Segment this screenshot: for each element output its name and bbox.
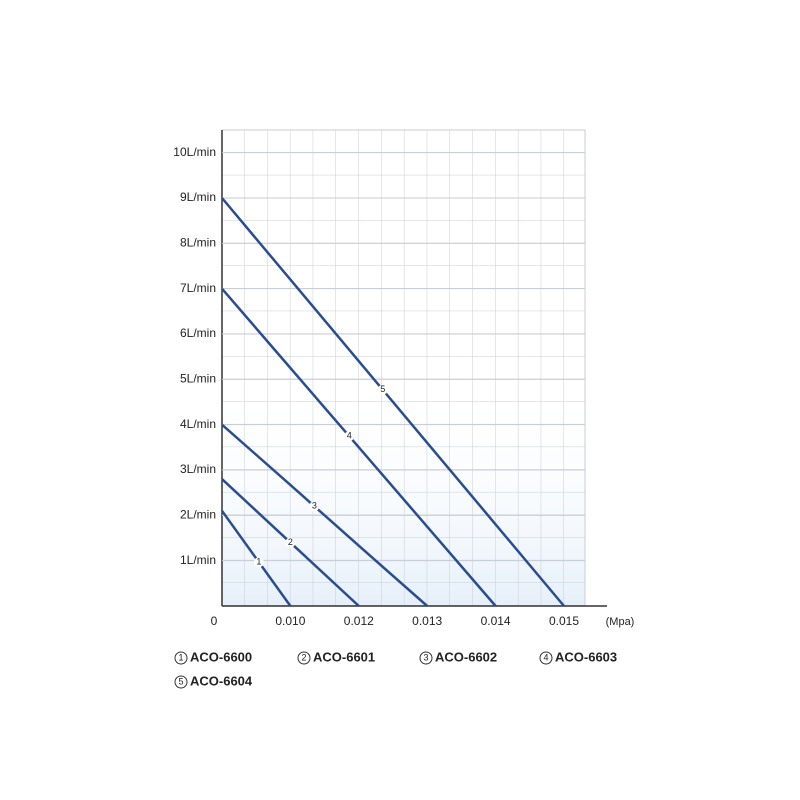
legend-number: 4: [543, 652, 548, 662]
line-label: 2: [288, 537, 293, 547]
x-axis-label: (Mpa): [606, 616, 635, 628]
legend-marker: [419, 651, 433, 665]
y-tick-label: 6L/min: [180, 326, 216, 340]
legend-number: 3: [423, 652, 428, 662]
line-label: 5: [380, 384, 385, 394]
legend-marker: [297, 651, 311, 665]
legend-number: 1: [178, 652, 183, 662]
legend-number: 5: [178, 676, 183, 686]
y-tick-label: 3L/min: [180, 462, 216, 476]
line-label-bg: [309, 501, 320, 512]
line-label-bg: [285, 537, 296, 548]
series-line: [221, 423, 429, 607]
line-label-bg: [344, 431, 355, 442]
series-line: [221, 287, 497, 607]
y-tick-label: 5L/min: [180, 372, 216, 386]
line-label: 4: [347, 431, 352, 441]
line-label: 1: [256, 557, 261, 567]
legend-label: ACO-6602: [435, 649, 497, 664]
x-tick-label: 0: [211, 614, 218, 628]
y-tick-label: 1L/min: [180, 553, 216, 567]
legend-label: ACO-6601: [313, 649, 375, 664]
y-tick-label: 4L/min: [180, 417, 216, 431]
legend-marker: [174, 651, 188, 665]
legend-label: ACO-6600: [190, 649, 252, 664]
line-label: 3: [312, 501, 317, 511]
legend-marker: [539, 651, 553, 665]
legend-number: 2: [301, 652, 306, 662]
y-tick-label: 2L/min: [180, 508, 216, 522]
x-tick-label: 0.014: [481, 614, 511, 628]
y-tick-label: 7L/min: [180, 281, 216, 295]
x-tick-label: 0.013: [412, 614, 442, 628]
line-label-bg: [253, 557, 264, 568]
series-line: [221, 197, 565, 607]
y-tick-label: 10L/min: [173, 145, 216, 159]
legend-label: ACO-6603: [555, 649, 617, 664]
x-tick-label: 0.010: [275, 614, 305, 628]
x-tick-label: 0.012: [344, 614, 374, 628]
minor-grid: [221, 129, 586, 607]
line-label-bg: [377, 384, 388, 395]
y-tick-label: 8L/min: [180, 236, 216, 250]
legend-marker: [174, 675, 188, 689]
y-tick-label: 9L/min: [180, 190, 216, 204]
legend-label: ACO-6604: [190, 673, 253, 688]
x-tick-label: 0.015: [549, 614, 579, 628]
